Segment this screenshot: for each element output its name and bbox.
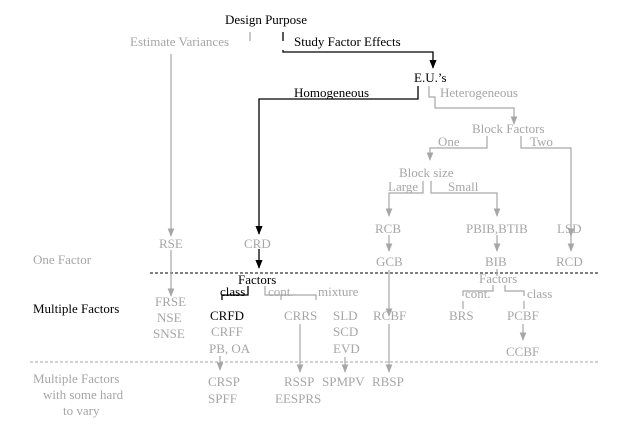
edge-eus-heterogeneous bbox=[428, 86, 518, 125]
node-crd: CRD bbox=[244, 236, 271, 251]
level-hard-line3: to vary bbox=[63, 403, 100, 418]
level-one-factor: One Factor bbox=[33, 252, 92, 267]
level-hard-line2: with some hard bbox=[43, 387, 124, 402]
node-bib: BIB bbox=[485, 254, 507, 269]
node-rcb: RCB bbox=[375, 221, 401, 236]
edge-eus-homogeneous bbox=[255, 86, 419, 235]
block-large-label: Large bbox=[388, 179, 418, 194]
block-two-label: Two bbox=[530, 134, 553, 149]
crd-factors-mixture: mixture bbox=[318, 284, 359, 299]
node-rssp: RSSP bbox=[284, 374, 314, 389]
node-rse: RSE bbox=[159, 236, 183, 251]
node-rcd: RCD bbox=[556, 254, 583, 269]
edge-blocksize-small bbox=[430, 181, 501, 217]
node-pboa: PB, OA bbox=[209, 341, 251, 356]
node-spmpv: SPMPV bbox=[322, 374, 365, 389]
purpose-variances: Estimate Variances bbox=[130, 34, 229, 49]
edge-blockfactors-two bbox=[520, 136, 575, 237]
node-crff: CRFF bbox=[211, 324, 243, 339]
node-brs: BRS bbox=[449, 308, 474, 323]
crd-factors-class: class bbox=[220, 284, 245, 299]
block-factors-label: Block Factors bbox=[472, 121, 545, 136]
homogeneous-label: Homogeneous bbox=[294, 85, 369, 100]
heterogeneous-label: Heterogeneous bbox=[440, 85, 518, 100]
node-evd: EVD bbox=[333, 341, 360, 356]
node-pbib: PBIB,BTIB bbox=[466, 221, 528, 236]
block-small-label: Small bbox=[448, 179, 479, 194]
level-hard-line1: Multiple Factors bbox=[33, 371, 119, 386]
node-scd: SCD bbox=[333, 324, 358, 339]
edge-effects-eus bbox=[282, 50, 437, 69]
edge-factors-class bbox=[221, 286, 249, 300]
bib-factors-cont: cont. bbox=[465, 286, 491, 301]
node-rcbf: RCBF bbox=[373, 308, 406, 323]
crd-factors-label: Factors bbox=[238, 272, 276, 287]
bib-factors-label: Factors bbox=[479, 271, 517, 286]
edge-bibfactors-class bbox=[504, 285, 525, 296]
root-label: Design Purpose bbox=[225, 12, 307, 27]
node-gcb: GCB bbox=[376, 254, 403, 269]
node-frse: FRSE bbox=[155, 294, 186, 309]
eus-label: E.U.’s bbox=[414, 70, 447, 85]
purpose-effects: Study Factor Effects bbox=[294, 34, 401, 49]
edge-bibfactors-cont bbox=[462, 285, 494, 296]
block-one-label: One bbox=[438, 134, 460, 149]
edge-blocksize-large bbox=[385, 181, 424, 217]
node-spff: SPFF bbox=[208, 391, 237, 406]
block-size-label: Block size bbox=[399, 165, 454, 180]
crd-factors-cont: cont. bbox=[268, 284, 294, 299]
node-crfd: CRFD bbox=[210, 308, 244, 323]
node-ccbf: CCBF bbox=[506, 344, 539, 359]
edge-factors-cont bbox=[264, 286, 282, 300]
edge-factors-mixture bbox=[281, 294, 317, 300]
node-crrs: CRRS bbox=[284, 308, 317, 323]
level-multiple-factors: Multiple Factors bbox=[33, 301, 119, 316]
node-rbsp: RBSP bbox=[372, 374, 404, 389]
node-snse: SNSE bbox=[153, 326, 185, 341]
node-sld: SLD bbox=[333, 308, 358, 323]
node-pcbf: PCBF bbox=[507, 308, 539, 323]
node-lsd: LSD bbox=[557, 221, 582, 236]
bib-factors-class: class bbox=[527, 286, 552, 301]
edge-blockfactors-one bbox=[426, 136, 488, 161]
node-crsp: CRSP bbox=[208, 374, 240, 389]
node-eesprs: EESPRS bbox=[275, 391, 321, 406]
node-nse: NSE bbox=[157, 310, 182, 325]
